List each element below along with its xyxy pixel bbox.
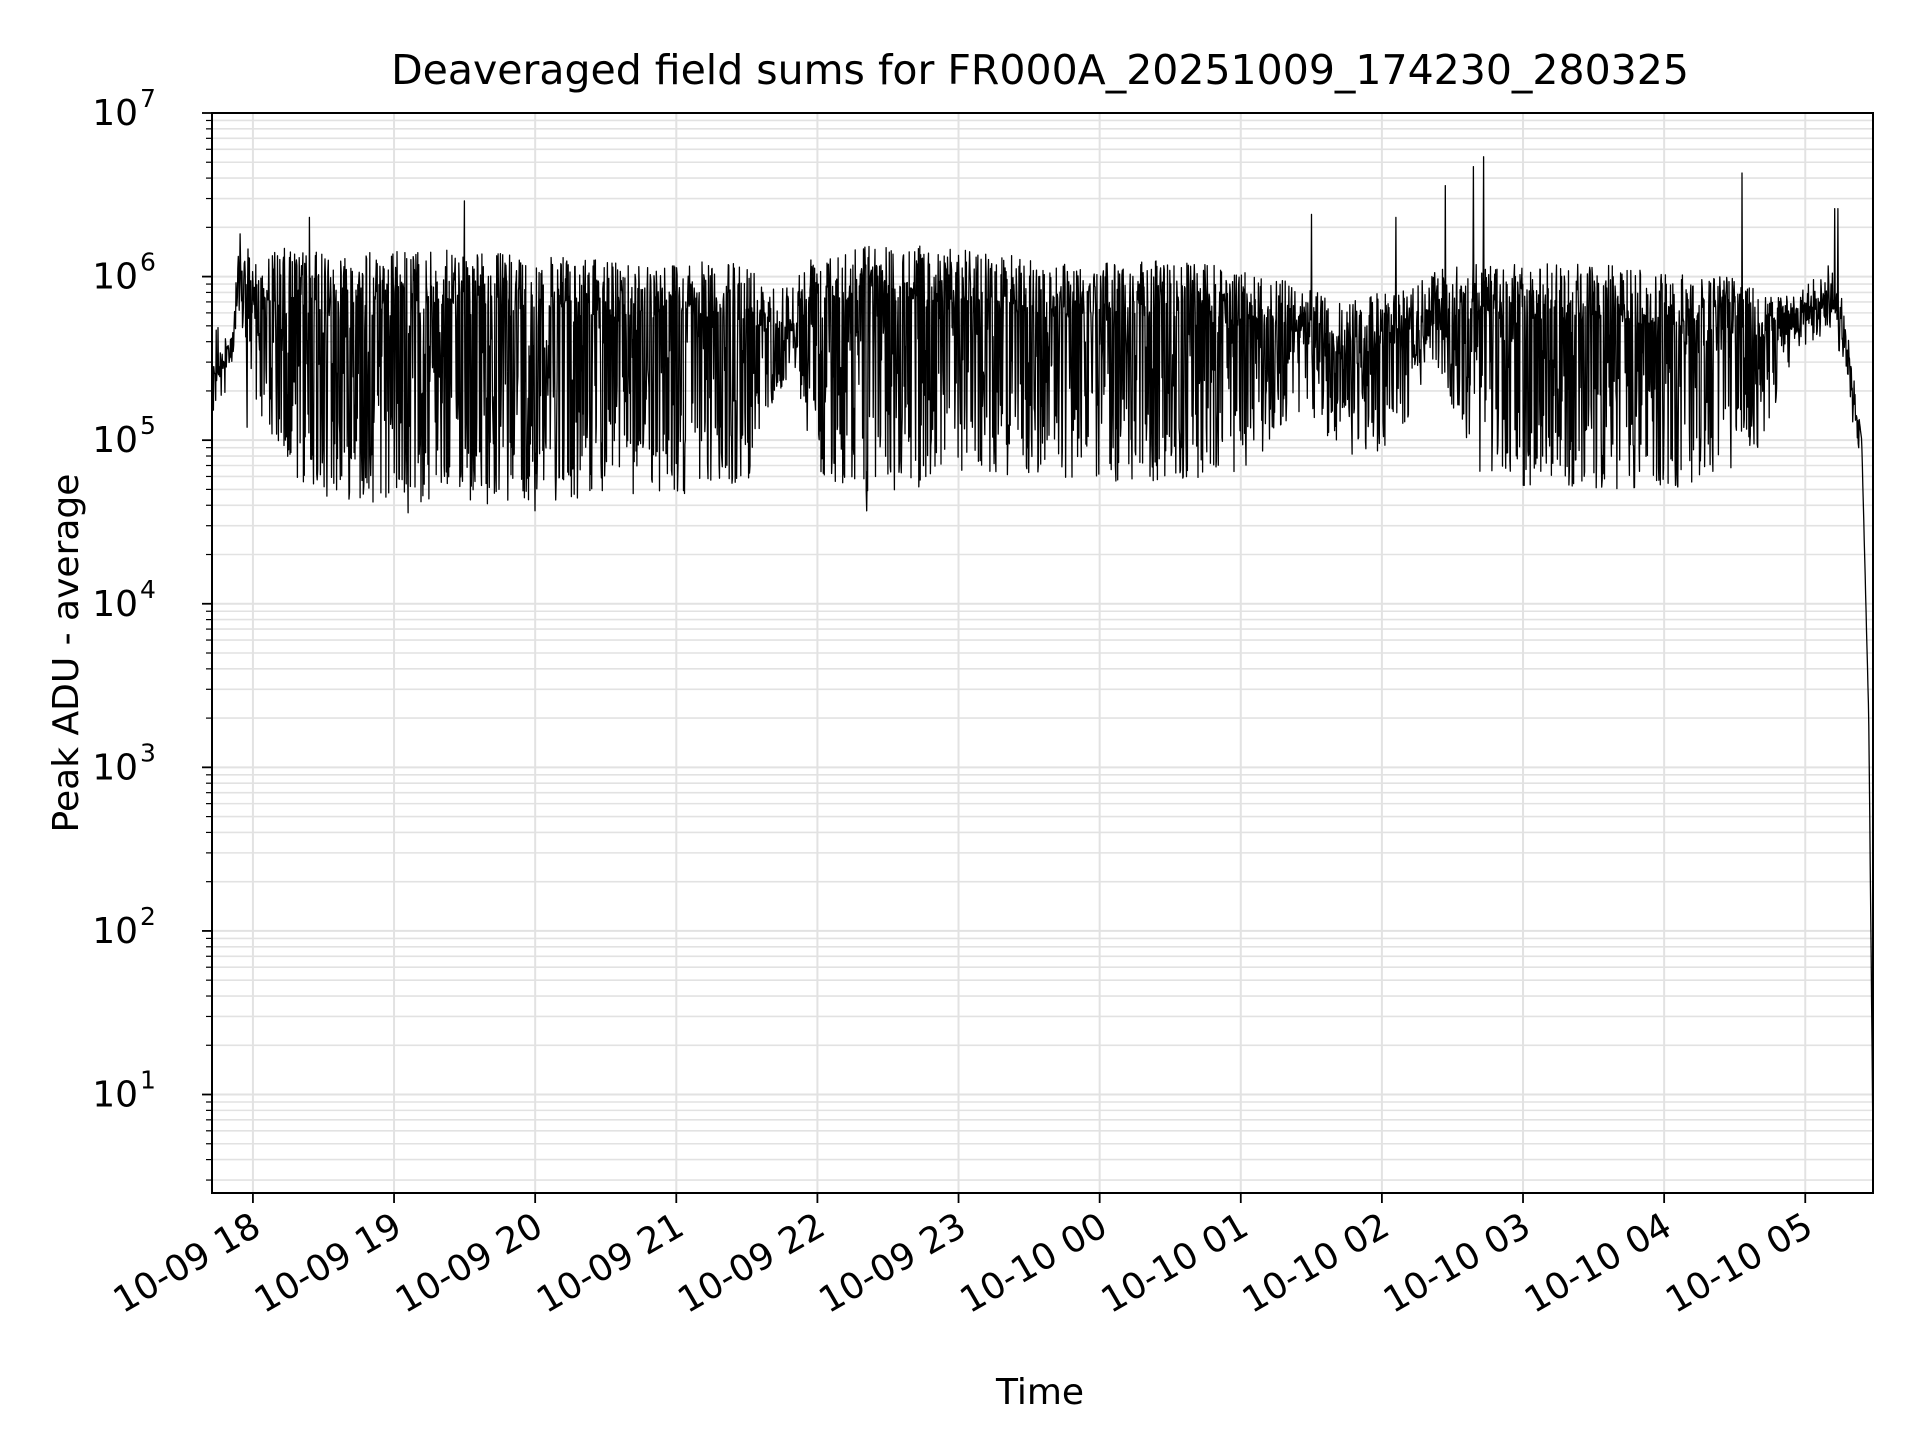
y-tick-exponent: 3 (140, 738, 156, 767)
y-tick-exponent: 5 (140, 411, 156, 440)
series-path (211, 156, 1874, 1144)
y-tick-label: 10 (92, 1075, 138, 1116)
y-tick-exponent: 4 (140, 575, 156, 604)
y-tick-label: 10 (92, 93, 138, 134)
series-line (211, 156, 1874, 1144)
y-tick-label: 10 (92, 257, 138, 298)
y-tick-exponent: 1 (140, 1066, 156, 1095)
y-axis-title: Peak ADU - average (46, 474, 87, 833)
y-tick-exponent: 2 (140, 902, 156, 931)
y-tick-exponent: 6 (140, 248, 156, 277)
y-tick-label: 10 (92, 747, 138, 788)
y-tick-label: 10 (92, 584, 138, 625)
grid (212, 112, 1873, 1193)
tick-marks (202, 112, 1807, 1203)
y-tick-label: 10 (92, 420, 138, 461)
x-axis-title: Time (995, 1372, 1084, 1413)
chart-title: Deaveraged field sums for FR000A_2025100… (391, 46, 1689, 94)
y-tick-label: 10 (92, 911, 138, 952)
y-tick-exponent: 7 (140, 84, 156, 113)
